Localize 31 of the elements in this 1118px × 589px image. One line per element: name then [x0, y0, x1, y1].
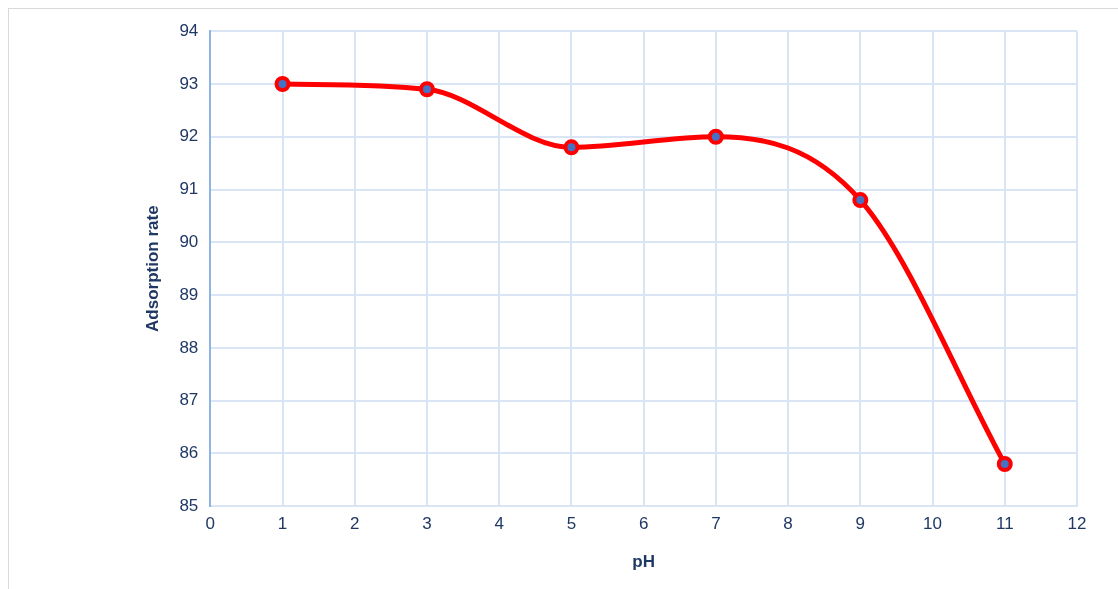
y-tick-label: 89: [179, 284, 199, 304]
point: [852, 192, 869, 209]
x-tick-label: 1: [277, 514, 288, 534]
point: [996, 455, 1013, 472]
y-tick-label: 94: [179, 20, 199, 40]
x-tick-label: 8: [783, 514, 793, 534]
y-axis-title: Adsorption rate: [142, 205, 162, 332]
y-tick-label: 91: [179, 179, 199, 199]
x-tick-label: 10: [923, 514, 943, 534]
y-tick-label: 87: [179, 390, 199, 410]
y-tick-label: 85: [179, 495, 199, 515]
x-tick-label: 0: [205, 514, 216, 534]
x-tick-label: 9: [855, 514, 866, 534]
point: [563, 139, 580, 156]
point: [707, 128, 724, 145]
x-tick-label: 11: [995, 514, 1014, 534]
point: [274, 75, 291, 92]
point: [418, 81, 435, 98]
y-tick-label: 86: [179, 443, 199, 463]
x-tick-label: 2: [350, 514, 360, 534]
x-tick-label: 12: [1067, 514, 1087, 534]
y-tick-label: 92: [179, 126, 199, 146]
x-tick-label: 6: [638, 514, 649, 534]
y-tick-label: 88: [179, 337, 199, 357]
y-tick-label: 93: [179, 73, 199, 93]
x-tick-label: 4: [494, 514, 504, 534]
x-tick-label: 3: [422, 514, 432, 534]
x-tick-label: 5: [566, 514, 577, 534]
y-tick-label: 90: [179, 232, 199, 251]
x-tick-label: 7: [711, 514, 721, 534]
x-axis-title: pH: [632, 552, 655, 572]
